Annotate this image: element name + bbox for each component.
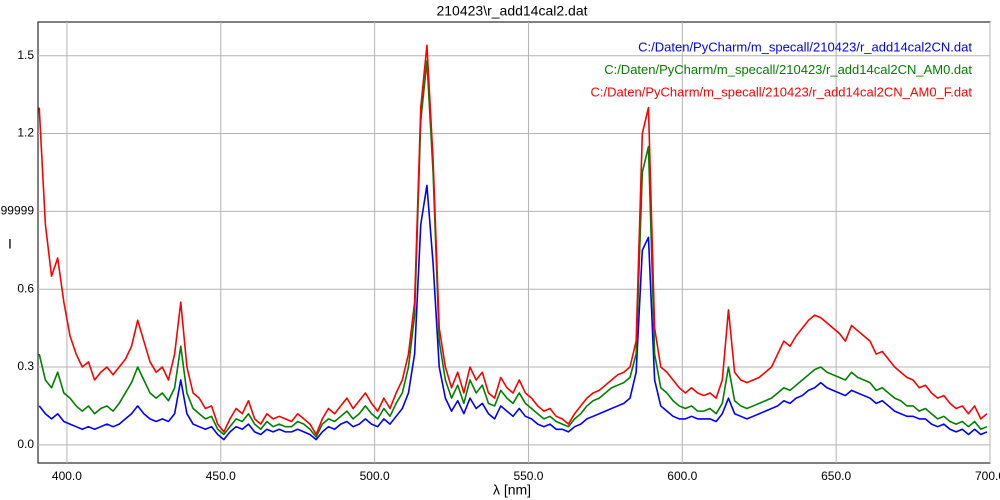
series-line <box>38 44 988 436</box>
y-tick-label: 1.2 <box>17 126 34 140</box>
legend-entry: C:/Daten/PyCharm/m_specall/210423/r_add1… <box>638 39 972 54</box>
x-tick-label: 550.0 <box>513 469 543 483</box>
x-tick-label: 700.0 <box>975 469 1000 483</box>
series-line <box>38 60 988 438</box>
y-tick-label: 1.5 <box>17 48 34 62</box>
x-tick-label: 600.0 <box>667 469 697 483</box>
y-tick-label: 0.3 <box>17 359 34 373</box>
y-tick-label: 0.6 <box>17 281 34 295</box>
chart-title: 210423\r_add14cal2.dat <box>436 3 587 19</box>
x-axis-label: λ [nm] <box>493 482 531 498</box>
x-tick-label: 450.0 <box>206 469 236 483</box>
y-tick-label: 0.0 <box>17 437 34 451</box>
x-tick-label: 650.0 <box>821 469 851 483</box>
series-line <box>38 184 988 441</box>
x-tick-label: 500.0 <box>360 469 390 483</box>
legend-entry: C:/Daten/PyCharm/m_specall/210423/r_add1… <box>604 62 972 77</box>
y-tick-label: 0.899999 <box>0 204 34 218</box>
y-axis-label: I <box>8 236 12 252</box>
x-tick-label: 400.0 <box>52 469 82 483</box>
legend-entry: C:/Daten/PyCharm/m_specall/210423/r_add1… <box>590 84 972 99</box>
